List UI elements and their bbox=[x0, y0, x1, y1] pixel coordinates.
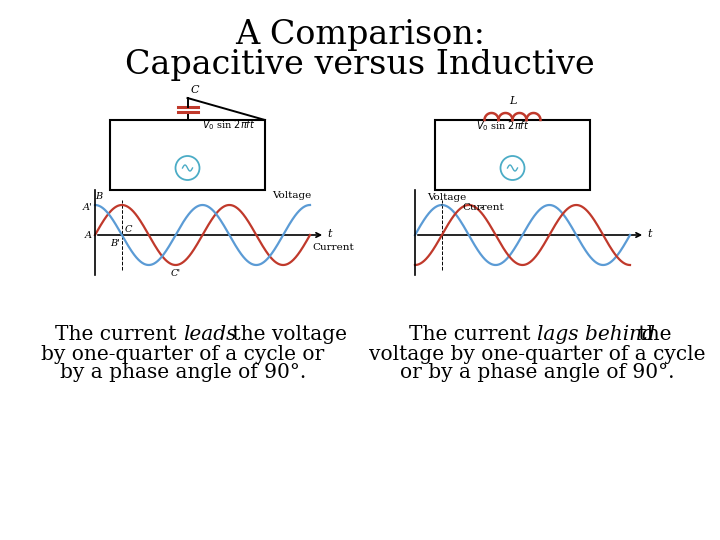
Text: t: t bbox=[647, 229, 652, 239]
Text: A': A' bbox=[82, 202, 92, 212]
Text: the voltage: the voltage bbox=[226, 326, 347, 345]
Text: B': B' bbox=[110, 239, 120, 248]
Text: B: B bbox=[96, 192, 102, 201]
Text: C': C' bbox=[171, 269, 181, 278]
Text: C: C bbox=[191, 85, 199, 95]
Text: A: A bbox=[85, 231, 92, 240]
Text: $V_0$ sin $2\pi ft$: $V_0$ sin $2\pi ft$ bbox=[476, 119, 529, 133]
Text: Capacitive versus Inductive: Capacitive versus Inductive bbox=[125, 49, 595, 81]
Text: Voltage: Voltage bbox=[272, 191, 312, 200]
Text: voltage by one-quarter of a cycle: voltage by one-quarter of a cycle bbox=[369, 345, 706, 363]
Text: Voltage: Voltage bbox=[427, 193, 467, 205]
Text: or by a phase angle of 90°.: or by a phase angle of 90°. bbox=[400, 363, 674, 382]
Text: The current: The current bbox=[409, 326, 537, 345]
Text: t: t bbox=[327, 229, 331, 239]
Text: by one-quarter of a cycle or: by one-quarter of a cycle or bbox=[41, 345, 325, 363]
Bar bbox=[110, 120, 265, 190]
Text: A Comparison:: A Comparison: bbox=[235, 19, 485, 51]
Text: $V_0$ sin $2\pi ft$: $V_0$ sin $2\pi ft$ bbox=[202, 118, 255, 132]
Text: L: L bbox=[509, 96, 516, 106]
Bar bbox=[435, 120, 590, 190]
Text: the: the bbox=[632, 326, 672, 345]
Text: lags behind: lags behind bbox=[537, 326, 655, 345]
Text: C: C bbox=[125, 225, 132, 233]
Text: Current: Current bbox=[462, 203, 504, 212]
Text: Current: Current bbox=[312, 242, 354, 252]
Text: by a phase angle of 90°.: by a phase angle of 90°. bbox=[60, 363, 306, 382]
Text: leads: leads bbox=[183, 326, 236, 345]
Text: The current: The current bbox=[55, 326, 183, 345]
